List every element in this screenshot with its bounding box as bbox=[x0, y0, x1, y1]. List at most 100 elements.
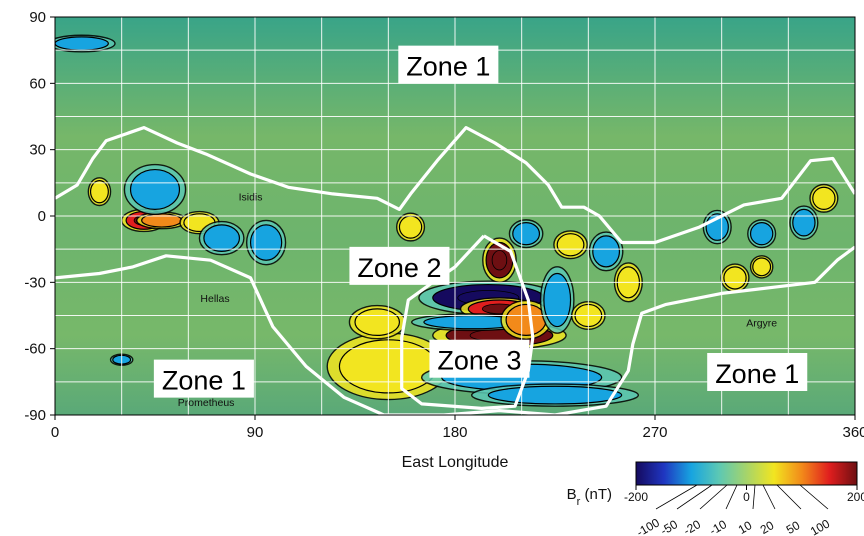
anomaly-21 bbox=[588, 231, 624, 272]
cb-leader--20 bbox=[699, 484, 728, 510]
zone-labels: Zone 1 Zone 2 Zone 3 Zone 1 Zone 1 bbox=[153, 45, 808, 398]
anomaly-27 bbox=[747, 219, 777, 249]
cb-tick-label--10: -10 bbox=[707, 517, 729, 536]
anomaly-inner-contour bbox=[512, 222, 541, 246]
anomaly-inner-contour bbox=[543, 272, 572, 328]
grid-lines bbox=[54, 16, 856, 416]
anomaly-inner-contour bbox=[792, 208, 816, 237]
zone-label-box bbox=[398, 45, 499, 84]
zone-boundary-1 bbox=[55, 245, 855, 415]
place-labels: Isidis Hellas Argyre Prometheus bbox=[178, 192, 777, 410]
anomaly-9 bbox=[395, 212, 426, 242]
cb-tick-label-50: 50 bbox=[784, 518, 803, 536]
y-tick-label-0: 0 bbox=[38, 208, 46, 225]
zone-label-box bbox=[349, 246, 450, 285]
anomaly-17 bbox=[500, 299, 552, 340]
cb-leader-20 bbox=[762, 484, 776, 510]
cb-leader--50 bbox=[676, 484, 713, 510]
anomaly-inner-contour bbox=[592, 235, 621, 268]
zone-label-4: Zone 1 bbox=[707, 352, 808, 391]
zone-label-text: Zone 3 bbox=[437, 346, 521, 376]
anomaly-28 bbox=[809, 183, 839, 213]
zone-label-text: Zone 1 bbox=[715, 359, 799, 389]
cb-tick-label-10: 10 bbox=[736, 518, 755, 536]
place-label-isidis: Isidis bbox=[239, 192, 263, 204]
anomaly-inner-contour bbox=[354, 308, 401, 337]
anomaly-24 bbox=[702, 209, 732, 245]
zone-label-text: Zone 1 bbox=[162, 366, 246, 396]
anomaly-inner-contour bbox=[752, 257, 772, 277]
zone-label-3: Zone 1 bbox=[153, 359, 254, 398]
cb-tick-label--200: -200 bbox=[624, 490, 648, 504]
y-tick-label--90: -90 bbox=[24, 407, 46, 424]
cb-leader-50 bbox=[776, 484, 802, 510]
anomaly-inner-contour bbox=[203, 224, 241, 252]
colorbar-gradient bbox=[635, 461, 858, 486]
x-tick-label-180: 180 bbox=[442, 424, 467, 441]
anomaly-inner-contour bbox=[749, 222, 774, 246]
anomaly-8 bbox=[348, 304, 406, 340]
y-tick-label-30: 30 bbox=[29, 142, 46, 159]
anomaly-inner-contour bbox=[505, 303, 547, 336]
zone-boundary-0 bbox=[55, 126, 855, 245]
anomaly-5 bbox=[198, 220, 245, 256]
cb-tick-label-20: 20 bbox=[758, 518, 777, 536]
zone-label-box bbox=[153, 359, 254, 398]
cb-tick-label-100: 100 bbox=[808, 516, 833, 536]
cb-tick-label-200: 200 bbox=[847, 490, 864, 504]
zone-label-text: Zone 1 bbox=[406, 52, 490, 82]
anomaly-inner-contour bbox=[723, 266, 747, 290]
place-label-prometheus: Prometheus bbox=[178, 397, 235, 409]
zone-boundaries bbox=[55, 126, 855, 415]
zone-label-1: Zone 2 bbox=[349, 246, 450, 285]
axes: 0 90 180 270 360 90 60 30 0 -30 -60 -90 bbox=[24, 9, 864, 441]
y-tick-label-60: 60 bbox=[29, 75, 46, 92]
anomaly-31 bbox=[55, 34, 116, 53]
anomaly-26 bbox=[749, 255, 774, 279]
cb-tick-label--20: -20 bbox=[681, 517, 703, 536]
anomaly-19 bbox=[508, 219, 544, 249]
zone-label-0: Zone 1 bbox=[398, 45, 499, 84]
x-tick-label-0: 0 bbox=[51, 424, 59, 441]
zone-label-2: Zone 3 bbox=[429, 339, 530, 378]
anomaly-inner-contour bbox=[487, 385, 623, 405]
zone-label-box bbox=[429, 339, 530, 378]
anomaly-20 bbox=[553, 230, 588, 260]
anomaly-inner-contour bbox=[249, 224, 283, 261]
colorbar-title: Br (nT) bbox=[567, 486, 612, 508]
x-tick-label-360: 360 bbox=[842, 424, 864, 441]
anomaly-29 bbox=[789, 205, 819, 240]
y-tick-label--30: -30 bbox=[24, 274, 46, 291]
anomaly-4 bbox=[123, 163, 187, 216]
zone-boundary-2 bbox=[400, 234, 535, 410]
cb-leader-10 bbox=[752, 484, 756, 510]
anomaly-18 bbox=[539, 266, 575, 334]
cb-tick-label-0: 0 bbox=[743, 490, 750, 504]
zone-label-text: Zone 2 bbox=[357, 253, 441, 283]
anomaly-6 bbox=[245, 219, 287, 266]
place-label-hellas: Hellas bbox=[200, 293, 229, 305]
y-tick-label--60: -60 bbox=[24, 341, 46, 358]
cb-leader--100 bbox=[655, 484, 698, 510]
cb-tick-label--50: -50 bbox=[658, 517, 680, 536]
colorbar: Br (nT) -200 0 200-100-50 -20 -10 10 20 50 100 bbox=[567, 461, 864, 536]
x-tick-label-270: 270 bbox=[642, 424, 667, 441]
y-tick-label-90: 90 bbox=[29, 9, 46, 26]
place-label-argyre: Argyre bbox=[746, 318, 777, 330]
x-axis-title: East Longitude bbox=[402, 454, 509, 471]
colorbar-title-main: B bbox=[567, 486, 577, 503]
anomaly-inner-contour bbox=[812, 186, 836, 210]
anomaly-25 bbox=[720, 263, 750, 293]
anomaly-inner-contour bbox=[556, 233, 585, 257]
anomaly-inner-contour bbox=[55, 36, 109, 51]
cb-leader--10 bbox=[725, 484, 738, 510]
colorbar-title-sub: r bbox=[577, 496, 581, 508]
anomaly-inner-contour bbox=[129, 168, 181, 210]
anomaly-1 bbox=[135, 211, 188, 230]
x-tick-label-90: 90 bbox=[247, 424, 264, 441]
anomaly-inner-contour bbox=[89, 180, 109, 204]
zone-label-box bbox=[707, 352, 808, 391]
anomaly-core bbox=[491, 250, 508, 271]
